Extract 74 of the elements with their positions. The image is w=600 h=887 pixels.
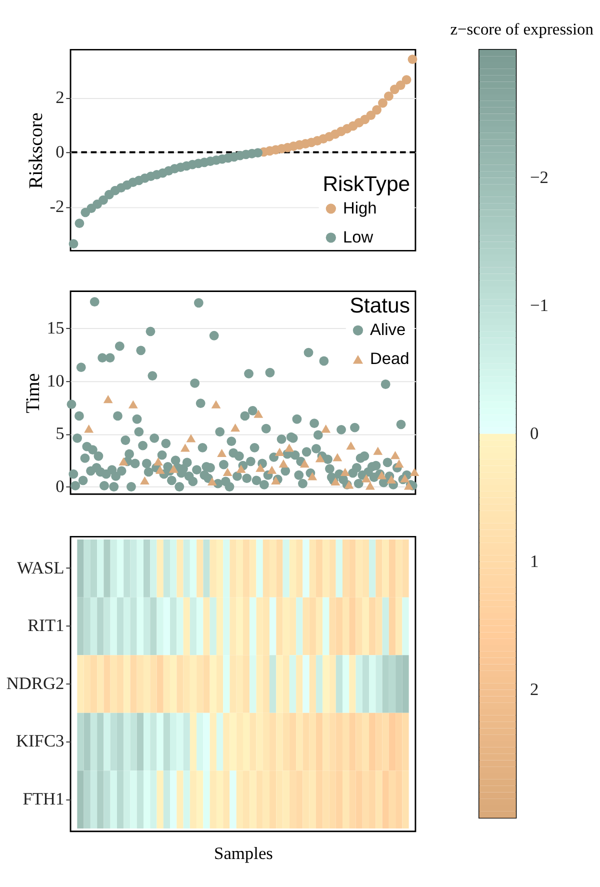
- point: [308, 472, 318, 480]
- y-tick-label: FTH1: [22, 789, 64, 808]
- y-tick-label: 0: [56, 142, 65, 162]
- point: [68, 239, 78, 249]
- color-bar-label: 1: [530, 552, 539, 572]
- color-bar-title: z−score of expression: [450, 19, 594, 38]
- point: [154, 457, 163, 466]
- color-bar-label: −2: [530, 168, 548, 188]
- point: [365, 482, 375, 490]
- y-tick-label: WASL: [16, 558, 64, 578]
- y-tick-label: 15: [46, 318, 65, 338]
- point: [74, 218, 84, 228]
- y-tick-label: 0: [56, 477, 65, 496]
- y-axis-title: Time: [23, 373, 44, 414]
- point: [103, 394, 113, 404]
- legend-title: Status: [350, 294, 410, 318]
- point: [217, 448, 227, 458]
- point: [362, 474, 372, 482]
- point: [373, 446, 383, 455]
- point: [394, 459, 404, 468]
- point: [254, 410, 264, 418]
- point: [300, 459, 310, 468]
- point: [340, 468, 350, 476]
- point: [315, 454, 325, 462]
- point: [140, 476, 150, 484]
- x-axis-title: Samples: [214, 844, 274, 863]
- legend-label: Alive: [370, 321, 406, 340]
- point: [274, 448, 284, 456]
- point: [386, 475, 396, 484]
- point: [253, 148, 263, 158]
- legend-title: RiskType: [322, 172, 410, 196]
- point: [211, 400, 221, 408]
- point: [378, 98, 388, 108]
- point: [128, 400, 138, 408]
- legend-label: High: [342, 199, 377, 218]
- point: [278, 459, 288, 468]
- y-tick-label: NDRG2: [6, 674, 64, 693]
- point: [366, 110, 376, 120]
- point: [230, 424, 240, 432]
- point: [384, 91, 394, 101]
- y-tick-label: 5: [56, 424, 65, 444]
- point: [267, 466, 277, 474]
- legend-label: Dead: [370, 350, 410, 368]
- point: [118, 457, 128, 466]
- color-bar-label: 0: [530, 424, 539, 444]
- y-tick-label: 10: [46, 371, 65, 390]
- point: [84, 424, 94, 433]
- point: [390, 450, 400, 460]
- point: [186, 434, 196, 442]
- y-tick-label: 2: [56, 88, 64, 107]
- point: [168, 464, 178, 473]
- point: [284, 444, 294, 452]
- point: [256, 464, 266, 472]
- point: [402, 75, 412, 84]
- point: [410, 468, 420, 476]
- point: [222, 468, 232, 476]
- point: [207, 477, 217, 486]
- point: [180, 444, 190, 452]
- y-tick-label: RIT1: [28, 616, 64, 636]
- color-bar-label: 2: [530, 680, 539, 700]
- y-tick-label: KIFC3: [16, 732, 65, 751]
- point: [332, 453, 342, 462]
- y-axis-title: Riskscore: [26, 112, 48, 189]
- point: [98, 195, 108, 205]
- point: [236, 464, 246, 473]
- point: [396, 80, 406, 90]
- point: [321, 424, 331, 433]
- y-tick-label: -2: [50, 197, 64, 216]
- point: [155, 466, 165, 474]
- legend-label: Low: [342, 228, 374, 246]
- point: [408, 54, 418, 64]
- point: [372, 105, 382, 115]
- point: [346, 441, 356, 450]
- color-bar-label: −1: [530, 296, 548, 316]
